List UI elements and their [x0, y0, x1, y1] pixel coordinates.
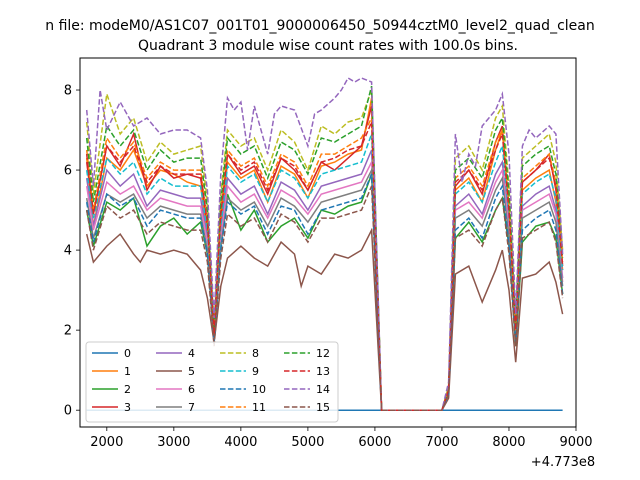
- y-tick-label: 4: [64, 244, 72, 259]
- axes-frame: [79, 57, 577, 428]
- legend-label-13: 13: [316, 365, 330, 378]
- y-tick-label: 2: [64, 324, 72, 339]
- figure-suptitle: n file: modeM0/AS1C07_001T01_9000006450_…: [45, 18, 594, 34]
- x-axis: 2000 3000 4000 5000 6000 7000 8000 9000: [90, 427, 593, 450]
- legend-label-4: 4: [188, 347, 195, 360]
- legend-label-7: 7: [188, 401, 195, 414]
- series-line-8: [85, 89, 564, 411]
- x-tick-label: 4000: [224, 435, 257, 450]
- series-line-10: [85, 173, 564, 411]
- series-line-14: [85, 76, 564, 411]
- x-tick-label: 5000: [291, 435, 324, 450]
- y-axis: 0 2 4 6 8: [64, 84, 80, 419]
- x-tick-label: 7000: [425, 435, 458, 450]
- legend-label-12: 12: [316, 347, 330, 360]
- series-line-11: [85, 117, 564, 411]
- series-line-4: [85, 149, 564, 411]
- x-axis-offset-label: +4.773e8: [531, 455, 595, 470]
- series-line-6: [85, 159, 564, 411]
- chart-title: Quadrant 3 module wise count rates with …: [138, 38, 518, 54]
- series-line-7: [85, 167, 564, 411]
- legend-label-2: 2: [124, 383, 131, 396]
- legend-box: [85, 341, 339, 423]
- legend-label-8: 8: [252, 347, 259, 360]
- x-tick-label: 9000: [559, 435, 592, 450]
- series-line-12: [85, 85, 564, 411]
- y-tick-label: 0: [64, 404, 72, 419]
- x-tick-label: 6000: [358, 435, 391, 450]
- series-line-5: [85, 227, 564, 411]
- x-tick-label: 8000: [492, 435, 525, 450]
- legend-label-9: 9: [252, 365, 259, 378]
- legend-label-3: 3: [124, 401, 131, 414]
- legend-label-11: 11: [252, 401, 266, 414]
- x-tick-label: 2000: [90, 435, 123, 450]
- y-tick-label: 8: [64, 84, 72, 99]
- legend-label-1: 1: [124, 365, 131, 378]
- x-tick-label: 3000: [157, 435, 190, 450]
- legend-label-6: 6: [188, 383, 195, 396]
- legend-label-0: 0: [124, 347, 131, 360]
- legend-label-15: 15: [316, 401, 330, 414]
- series-line-9: [85, 133, 564, 411]
- y-tick-label: 6: [64, 164, 72, 179]
- series-line-13: [85, 121, 564, 411]
- series-line-2: [85, 173, 564, 411]
- legend-label-14: 14: [316, 383, 330, 396]
- legend-label-5: 5: [188, 365, 195, 378]
- plot-lines: [85, 76, 564, 411]
- legend-label-10: 10: [252, 383, 266, 396]
